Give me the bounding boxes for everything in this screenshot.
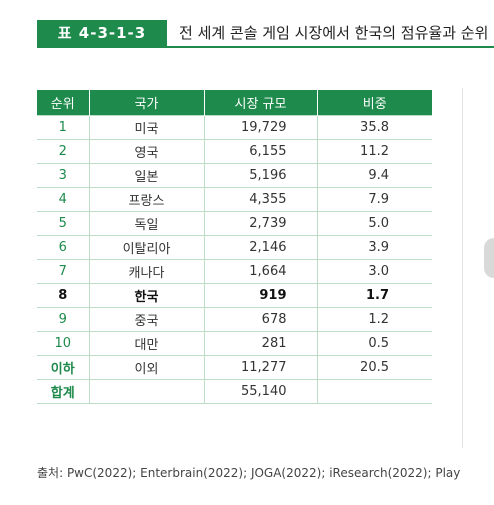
rank-cell: 9 — [37, 307, 89, 332]
country-cell: 미국 — [88, 115, 204, 140]
market-size-cell: 1,664 — [203, 259, 317, 284]
country-cell: 이탈리아 — [88, 235, 204, 260]
table-row-total: 합계 55,140 — [37, 379, 432, 404]
page-divider — [462, 88, 463, 448]
market-size-cell: 281 — [203, 331, 317, 356]
share-cell: 11.2 — [316, 139, 432, 164]
country-cell: 캐나다 — [88, 259, 204, 284]
rank-cell: 1 — [37, 115, 89, 140]
share-cell — [316, 379, 432, 404]
rank-cell: 3 — [37, 163, 89, 188]
market-size-cell: 11,277 — [203, 355, 317, 380]
country-cell: 중국 — [88, 307, 204, 332]
market-size-cell: 2,146 — [203, 235, 317, 260]
rank-cell: 5 — [37, 211, 89, 236]
rank-cell: 2 — [37, 139, 89, 164]
table-header-row: 순위 국가 시장 규모 비중 — [37, 90, 432, 116]
market-size-cell: 6,155 — [203, 139, 317, 164]
country-cell: 독일 — [88, 211, 204, 236]
rank-cell: 이하 — [37, 355, 89, 380]
share-cell: 0.5 — [316, 331, 432, 356]
country-cell: 일본 — [88, 163, 204, 188]
column-header-market-size: 시장 규모 — [203, 90, 317, 116]
table-caption-bar: 표 4-3-1-3 전 세계 콘솔 게임 시장에서 한국의 점유율과 순위 — [37, 20, 494, 48]
table-row: 7 캐나다 1,664 3.0 — [37, 259, 432, 284]
source-note: 출처: PwC(2022); Enterbrain(2022); JOGA(20… — [37, 466, 461, 480]
country-cell — [88, 379, 204, 404]
market-size-cell: 19,729 — [203, 115, 317, 140]
rank-cell: 6 — [37, 235, 89, 260]
share-cell: 3.9 — [316, 235, 432, 260]
table-title: 전 세계 콘솔 게임 시장에서 한국의 점유율과 순위 — [179, 24, 489, 42]
country-cell: 프랑스 — [88, 187, 204, 212]
country-cell: 영국 — [88, 139, 204, 164]
table-row: 6 이탈리아 2,146 3.9 — [37, 235, 432, 260]
column-header-share: 비중 — [316, 90, 432, 116]
share-cell: 20.5 — [316, 355, 432, 380]
market-size-cell: 4,355 — [203, 187, 317, 212]
table-row: 9 중국 678 1.2 — [37, 307, 432, 332]
country-cell: 대만 — [88, 331, 204, 356]
country-cell: 한국 — [88, 283, 204, 308]
table-row: 1 미국 19,729 35.8 — [37, 115, 432, 140]
table-row: 4 프랑스 4,355 7.9 — [37, 187, 432, 212]
market-size-cell: 2,739 — [203, 211, 317, 236]
market-size-cell: 55,140 — [203, 379, 317, 404]
table-row: 이하 이외 11,277 20.5 — [37, 355, 432, 380]
table-row-highlighted: 8 한국 919 1.7 — [37, 283, 432, 308]
column-header-country: 국가 — [88, 90, 204, 116]
table-row: 3 일본 5,196 9.4 — [37, 163, 432, 188]
market-size-cell: 5,196 — [203, 163, 317, 188]
rank-cell: 합계 — [37, 379, 89, 404]
table-row: 5 독일 2,739 5.0 — [37, 211, 432, 236]
rank-cell: 7 — [37, 259, 89, 284]
column-header-rank: 순위 — [37, 90, 89, 116]
share-cell: 1.2 — [316, 307, 432, 332]
table-row: 2 영국 6,155 11.2 — [37, 139, 432, 164]
table-number-label: 표 4-3-1-3 — [37, 20, 167, 46]
share-cell: 5.0 — [316, 211, 432, 236]
share-cell: 3.0 — [316, 259, 432, 284]
market-share-table: 순위 국가 시장 규모 비중 1 미국 19,729 35.8 2 영국 6,1… — [37, 90, 432, 404]
market-size-cell: 919 — [203, 283, 317, 308]
country-cell: 이외 — [88, 355, 204, 380]
rank-cell: 10 — [37, 331, 89, 356]
share-cell: 9.4 — [316, 163, 432, 188]
share-cell: 7.9 — [316, 187, 432, 212]
scroll-indicator — [484, 238, 494, 278]
share-cell: 1.7 — [316, 283, 432, 308]
rank-cell: 8 — [37, 283, 89, 308]
table-row: 10 대만 281 0.5 — [37, 331, 432, 356]
share-cell: 35.8 — [316, 115, 432, 140]
market-size-cell: 678 — [203, 307, 317, 332]
rank-cell: 4 — [37, 187, 89, 212]
